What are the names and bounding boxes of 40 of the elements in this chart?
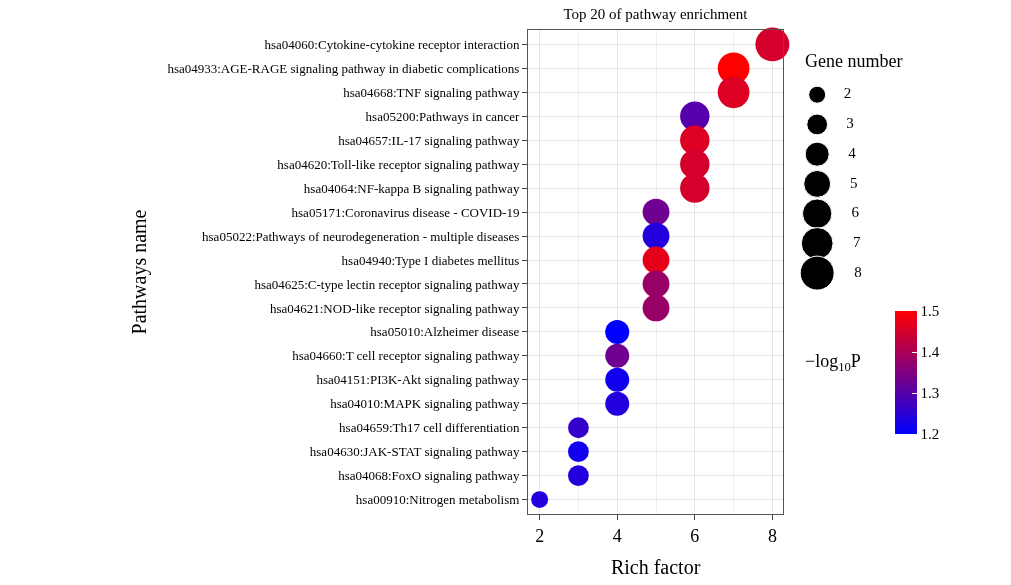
- legend-label: 4: [833, 144, 857, 161]
- y-tick-label: hsa04010:MAPK signaling pathway: [330, 396, 520, 412]
- x-tick-label: 4: [612, 525, 622, 546]
- legend-label: 5: [834, 174, 858, 191]
- y-tick-label: hsa05010:Alzheimer disease: [370, 324, 520, 340]
- y-tick-label: hsa04060:Cytokine-cytokine receptor interaction: [264, 36, 520, 52]
- y-tick-label: hsa05022:Pathways of neurodegeneration - multiple diseases: [202, 228, 520, 244]
- y-tick-label: hsa04068:FoxO signaling pathway: [338, 468, 520, 484]
- y-tick-label: hsa05171:Coronavirus disease - COVID-19: [291, 204, 520, 220]
- y-tick-label: hsa05200:Pathways in cancer: [365, 108, 521, 124]
- x-tick-label: 8: [767, 525, 777, 546]
- legend-label: 7: [838, 234, 862, 251]
- y-tick-label: hsa04940:Type I diabetes mellitus: [341, 252, 520, 268]
- y-tick-label: hsa04630:JAK-STAT signaling pathway: [309, 444, 520, 460]
- y-tick-label: hsa04657:IL-17 signaling pathway: [338, 132, 520, 148]
- y-tick-label: hsa04933:AGE-RAGE signaling pathway in diabetic complications: [167, 60, 520, 76]
- y-tick-label: hsa04659:Th17 cell differentiation: [339, 420, 520, 436]
- color-bar-label: 1.5: [920, 303, 940, 320]
- x-tick-label: 2: [535, 525, 545, 546]
- legend-label: 3: [831, 115, 854, 132]
- color-bar-label: 1.4: [920, 344, 940, 361]
- color-bar-label: 1.2: [920, 426, 940, 443]
- y-tick-label: hsa04625:C-type lectin receptor signaling pathway: [254, 276, 520, 292]
- chart-title: Top 20 of pathway enrichment: [563, 6, 749, 23]
- y-tick-label: hsa04064:NF-kappa B signaling pathway: [303, 180, 520, 196]
- color-bar-title: −log$_{10}$P: [805, 351, 861, 374]
- y-tick-label: hsa04660:T cell receptor signaling pathway: [292, 348, 520, 364]
- legend-label: 8: [839, 263, 862, 280]
- legend-label: 6: [836, 204, 860, 221]
- color-bar-label: 1.3: [920, 385, 940, 402]
- legend-title: Gene number: [805, 51, 903, 71]
- y-tick-label: hsa04621:NOD-like receptor signaling pathway: [269, 300, 520, 316]
- x-axis-title: Rich factor: [610, 556, 701, 579]
- y-tick-label: hsa00910:Nitrogen metabolism: [355, 492, 520, 508]
- y-axis-title: Pathways name: [127, 209, 151, 335]
- y-tick-label: hsa04151:PI3K-Akt signaling pathway: [316, 372, 520, 388]
- x-tick-label: 6: [690, 525, 700, 546]
- legend-label: 2: [828, 85, 852, 102]
- y-tick-label: hsa04668:TNF signaling pathway: [343, 84, 520, 100]
- y-tick-label: hsa04620:Toll-like receptor signaling pathway: [277, 156, 520, 172]
